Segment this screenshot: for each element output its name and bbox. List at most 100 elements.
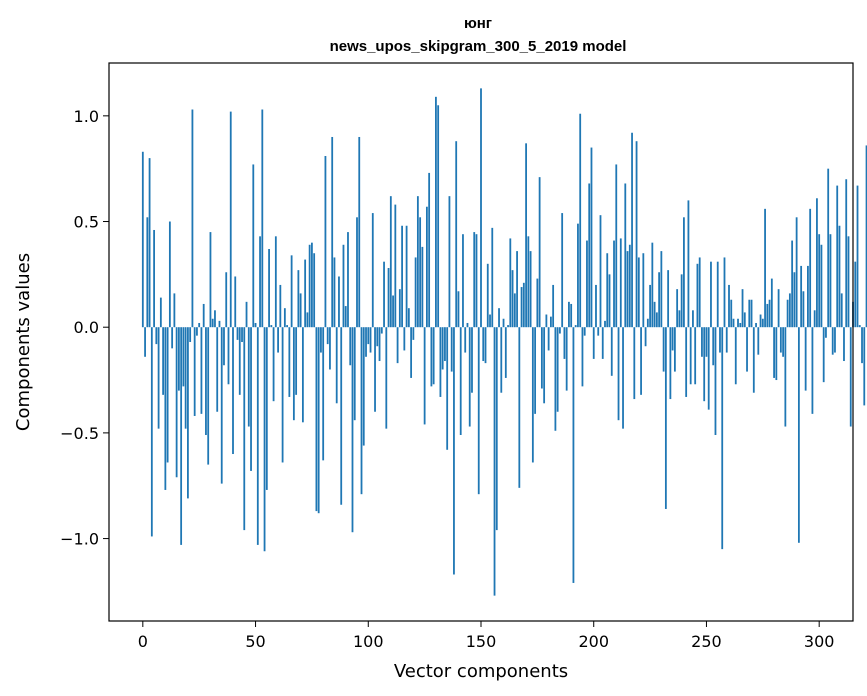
bar — [811, 327, 814, 414]
x-tick-label: 300 — [804, 632, 835, 651]
bar — [301, 327, 304, 423]
bar — [493, 327, 496, 596]
bar — [439, 327, 442, 397]
bar — [187, 327, 189, 499]
bar — [743, 312, 746, 328]
bar — [509, 238, 512, 328]
bar — [435, 96, 437, 328]
bar — [304, 259, 307, 328]
bar — [831, 327, 834, 355]
bar — [383, 261, 385, 328]
bar — [861, 327, 863, 364]
chart-title-line2: news_upos_skipgram_300_5_2019 model — [330, 38, 627, 55]
bar — [863, 327, 866, 406]
bar — [153, 229, 155, 328]
bar — [265, 327, 268, 490]
bar — [162, 327, 165, 395]
bar — [351, 327, 354, 533]
bar — [854, 261, 857, 328]
bar — [705, 327, 708, 357]
bar — [734, 327, 737, 385]
bar — [642, 253, 645, 328]
bar — [207, 327, 210, 465]
bar — [380, 327, 383, 334]
bar — [365, 327, 367, 357]
bar — [299, 293, 302, 328]
bar — [502, 318, 505, 328]
y-tick-label: 1.0 — [74, 107, 99, 126]
bar — [529, 251, 532, 328]
bar — [644, 327, 647, 347]
bar — [563, 327, 566, 359]
bar — [552, 284, 555, 328]
bar — [590, 147, 593, 328]
bar — [626, 251, 629, 328]
bar — [786, 299, 789, 328]
bar — [311, 242, 313, 328]
bar — [667, 270, 670, 328]
bar — [513, 293, 516, 328]
bar — [640, 327, 642, 395]
bar — [173, 293, 176, 328]
bar — [522, 282, 525, 328]
bar — [189, 327, 192, 342]
bar — [804, 327, 807, 391]
y-axis-ticks: −1.0 −0.5 0.0 0.5 1.0 — [60, 107, 109, 549]
bar — [279, 284, 282, 328]
bar — [633, 327, 636, 400]
bar — [342, 244, 345, 328]
bar — [398, 289, 401, 328]
bar — [840, 293, 843, 328]
bar — [816, 198, 818, 328]
bar — [782, 327, 785, 357]
bar — [685, 327, 688, 397]
y-tick-label: 0.5 — [74, 213, 99, 232]
bar — [843, 327, 845, 362]
bar — [347, 232, 349, 328]
bar — [791, 240, 794, 328]
x-axis-ticks: 0 50 100 150 200 250 300 — [138, 621, 835, 651]
bar — [468, 327, 471, 427]
bar — [378, 327, 381, 362]
bar — [766, 303, 769, 328]
bar — [689, 327, 692, 385]
bar — [457, 291, 460, 328]
bar — [471, 327, 473, 393]
chart-title-line1: юнг — [464, 15, 492, 32]
bar — [430, 327, 433, 387]
bar — [416, 196, 419, 328]
bar — [419, 217, 422, 328]
bar — [164, 327, 167, 490]
bar — [768, 299, 771, 328]
bar — [437, 105, 440, 328]
bar — [259, 236, 261, 328]
bar — [387, 268, 390, 328]
bar — [155, 327, 158, 345]
bar — [306, 312, 309, 328]
bar — [482, 327, 485, 362]
bar — [737, 318, 739, 328]
bar — [669, 327, 672, 400]
bar — [617, 327, 620, 421]
bar — [473, 232, 476, 328]
bar — [182, 327, 185, 387]
bar — [450, 327, 453, 372]
bar — [250, 327, 252, 471]
bar — [545, 314, 548, 328]
bar — [701, 327, 703, 357]
bar — [680, 274, 683, 328]
bar — [358, 136, 361, 328]
bar — [326, 327, 329, 345]
x-tick-label: 50 — [245, 632, 265, 651]
bar — [272, 327, 275, 402]
bar — [286, 325, 289, 328]
bar — [401, 225, 403, 328]
bar — [793, 272, 796, 328]
bar — [227, 327, 230, 385]
bar — [577, 223, 579, 328]
bar — [572, 327, 575, 583]
bar — [270, 325, 273, 328]
bar — [588, 183, 591, 328]
bar — [579, 113, 582, 328]
bar — [220, 327, 223, 484]
